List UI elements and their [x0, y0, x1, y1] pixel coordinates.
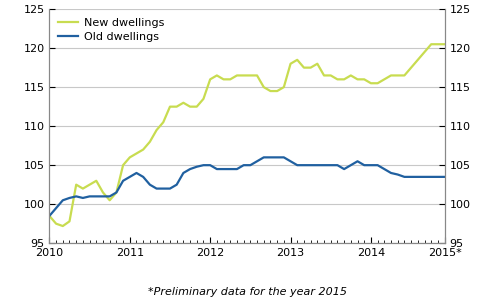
New dwellings: [428, 42, 434, 46]
New dwellings: [180, 101, 186, 105]
Line: New dwellings: New dwellings: [49, 44, 445, 226]
Old dwellings: [180, 171, 186, 175]
Old dwellings: [301, 163, 307, 167]
Legend: New dwellings, Old dwellings: New dwellings, Old dwellings: [55, 15, 167, 45]
New dwellings: [167, 105, 173, 109]
New dwellings: [46, 214, 52, 218]
New dwellings: [60, 224, 66, 228]
Old dwellings: [114, 191, 120, 194]
Text: *Preliminary data for the year 2015: *Preliminary data for the year 2015: [148, 287, 346, 297]
New dwellings: [187, 105, 193, 109]
New dwellings: [442, 42, 448, 46]
Old dwellings: [174, 183, 180, 186]
Line: Old dwellings: Old dwellings: [49, 157, 445, 216]
New dwellings: [154, 128, 160, 132]
Old dwellings: [261, 156, 267, 159]
Old dwellings: [161, 187, 166, 190]
New dwellings: [120, 163, 126, 167]
Old dwellings: [147, 183, 153, 186]
Old dwellings: [46, 214, 52, 218]
Old dwellings: [442, 175, 448, 179]
New dwellings: [301, 66, 307, 70]
